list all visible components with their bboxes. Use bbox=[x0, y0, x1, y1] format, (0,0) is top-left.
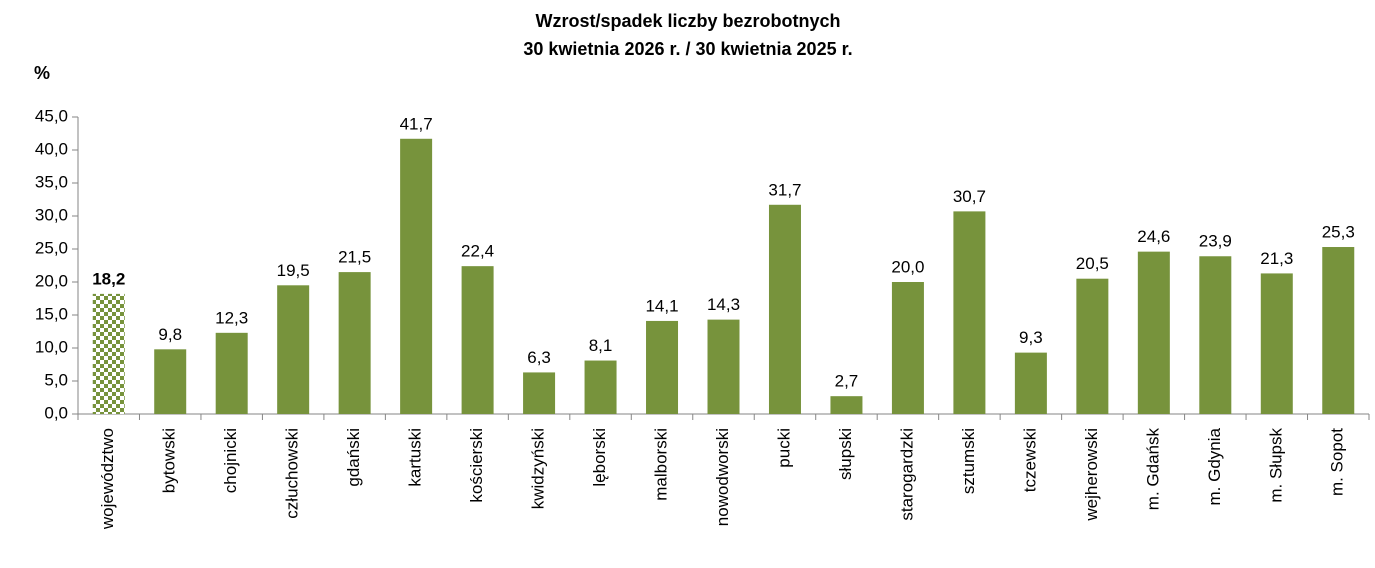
chart-title: Wzrost/spadek liczby bezrobotnych bbox=[535, 11, 840, 31]
data-label: 23,9 bbox=[1199, 232, 1232, 251]
x-tick-label: gdański bbox=[344, 428, 363, 487]
bar bbox=[1076, 278, 1109, 414]
x-tick-label: m. Gdynia bbox=[1205, 427, 1224, 505]
x-tick-label: województwo bbox=[98, 428, 117, 530]
y-tick-label: 10,0 bbox=[35, 337, 68, 356]
data-label: 18,2 bbox=[92, 269, 125, 288]
y-tick-label: 5,0 bbox=[44, 370, 68, 389]
data-label: 21,5 bbox=[338, 248, 371, 267]
x-tick-label: człuchowski bbox=[283, 428, 302, 519]
bar bbox=[1137, 251, 1170, 414]
bar bbox=[92, 293, 125, 414]
bar bbox=[584, 360, 617, 414]
data-label: 12,3 bbox=[215, 308, 248, 327]
bar bbox=[891, 282, 924, 414]
bar bbox=[1199, 256, 1232, 414]
x-tick-label: kwidzyński bbox=[529, 428, 548, 509]
data-label: 9,3 bbox=[1019, 328, 1043, 347]
chart-subtitle: 30 kwietnia 2026 r. / 30 kwietnia 2025 r… bbox=[523, 39, 852, 59]
data-label: 14,1 bbox=[645, 296, 678, 315]
data-label: 24,6 bbox=[1137, 227, 1170, 246]
x-tick-label: lęborski bbox=[590, 428, 609, 487]
bar bbox=[461, 266, 494, 414]
data-label: 19,5 bbox=[277, 261, 310, 280]
data-label: 22,4 bbox=[461, 242, 494, 261]
bar bbox=[646, 320, 679, 414]
x-tick-label: m. Słupsk bbox=[1266, 428, 1285, 503]
x-tick-label: kościerski bbox=[467, 428, 486, 503]
bar bbox=[953, 211, 986, 414]
y-tick-label: 20,0 bbox=[35, 271, 68, 290]
x-tick-label: nowodworski bbox=[713, 428, 732, 526]
data-label: 14,3 bbox=[707, 295, 740, 314]
y-tick-label: 40,0 bbox=[35, 139, 68, 158]
x-tick-label: tczewski bbox=[1020, 428, 1039, 492]
bar bbox=[154, 349, 187, 414]
y-tick-label: 15,0 bbox=[35, 304, 68, 323]
y-tick-label: 45,0 bbox=[35, 106, 68, 125]
data-label: 9,8 bbox=[158, 325, 182, 344]
data-label: 25,3 bbox=[1322, 223, 1355, 242]
bar bbox=[215, 332, 248, 414]
y-tick-label: 25,0 bbox=[35, 238, 68, 257]
data-label: 2,7 bbox=[835, 372, 859, 391]
data-label: 31,7 bbox=[768, 180, 801, 199]
y-tick-label: 30,0 bbox=[35, 205, 68, 224]
y-axis-label: % bbox=[34, 63, 50, 83]
bar bbox=[707, 319, 740, 414]
data-label: 30,7 bbox=[953, 187, 986, 206]
x-tick-label: m. Sopot bbox=[1328, 428, 1347, 496]
x-tick-label: m. Gdańsk bbox=[1143, 428, 1162, 511]
bar bbox=[1322, 247, 1355, 414]
data-label: 20,5 bbox=[1076, 254, 1109, 273]
data-label: 41,7 bbox=[400, 114, 433, 133]
x-tick-label: sztumski bbox=[959, 428, 978, 494]
x-tick-label: kartuski bbox=[406, 428, 425, 487]
y-tick-label: 0,0 bbox=[44, 403, 68, 422]
bar bbox=[830, 396, 863, 414]
x-tick-label: chojnicki bbox=[221, 428, 240, 493]
x-tick-label: bytowski bbox=[160, 428, 179, 493]
bar bbox=[400, 138, 433, 414]
x-tick-label: słupski bbox=[836, 428, 855, 480]
y-tick-label: 35,0 bbox=[35, 172, 68, 191]
data-label: 8,1 bbox=[589, 336, 613, 355]
bar bbox=[338, 272, 371, 414]
x-tick-label: wejherowski bbox=[1082, 428, 1101, 522]
data-label: 6,3 bbox=[527, 348, 551, 367]
data-label: 20,0 bbox=[891, 257, 924, 276]
bar bbox=[1260, 273, 1293, 414]
bar bbox=[1014, 352, 1047, 414]
bar bbox=[768, 204, 801, 414]
x-tick-label: malborski bbox=[652, 428, 671, 501]
x-tick-label: pucki bbox=[774, 428, 793, 468]
bar bbox=[523, 372, 556, 414]
bar bbox=[277, 285, 310, 414]
data-label: 21,3 bbox=[1260, 249, 1293, 268]
x-tick-label: starogardzki bbox=[897, 428, 916, 521]
